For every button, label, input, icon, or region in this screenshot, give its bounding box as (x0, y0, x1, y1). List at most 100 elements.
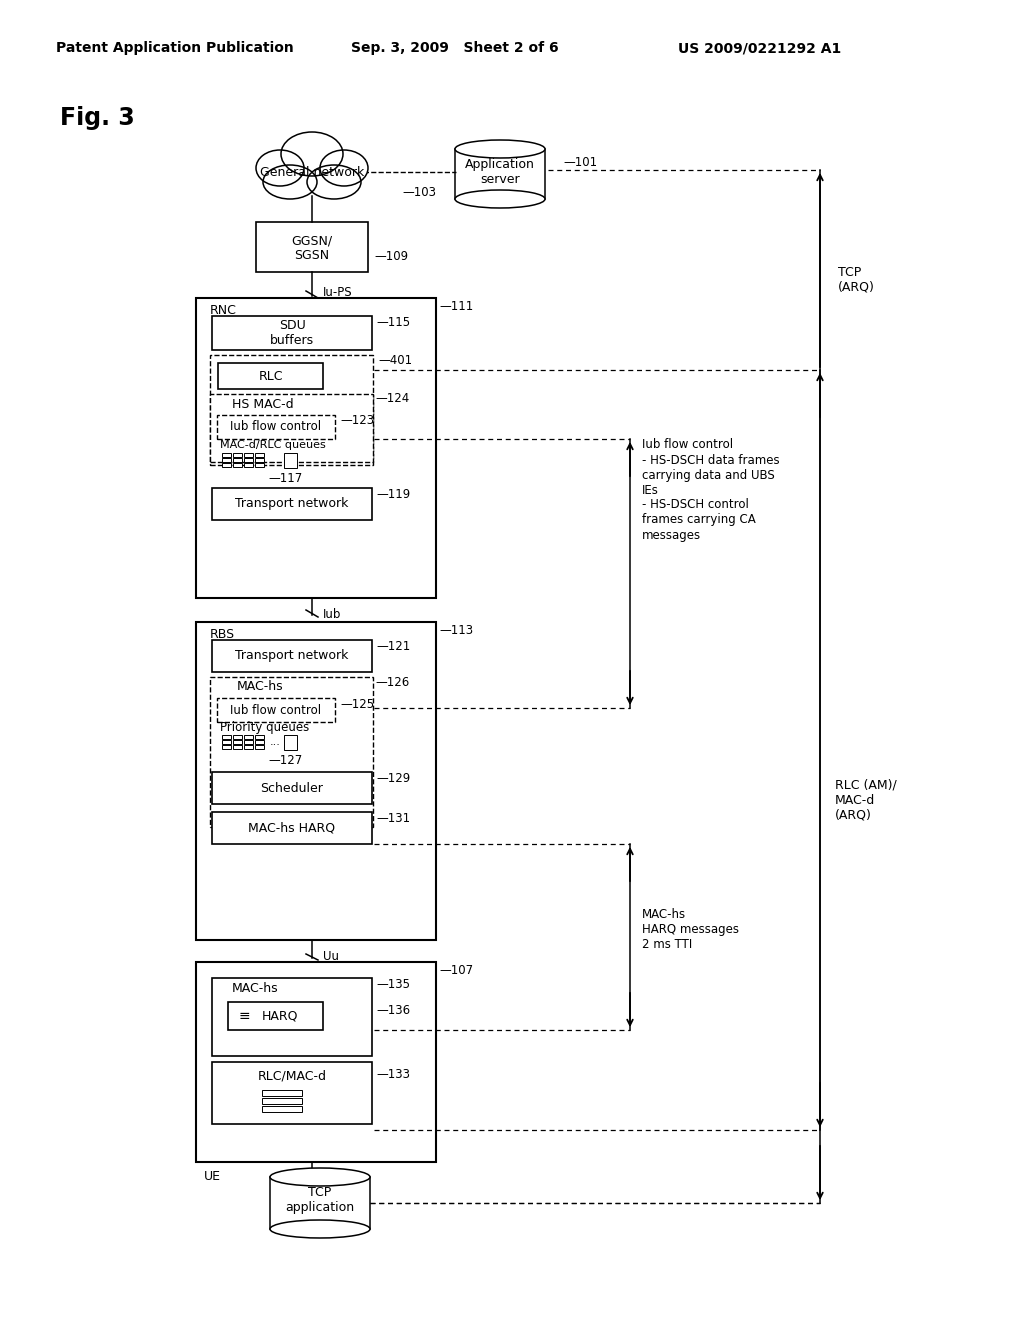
Text: —133: —133 (376, 1068, 410, 1081)
Text: —117: —117 (268, 471, 302, 484)
Text: UE: UE (204, 1170, 221, 1183)
Bar (284, 735, 297, 750)
Bar (210, 355, 373, 465)
Text: Sep. 3, 2009   Sheet 2 of 6: Sep. 3, 2009 Sheet 2 of 6 (351, 41, 559, 55)
Bar (233, 463, 242, 467)
Bar (255, 744, 264, 748)
Bar (196, 962, 436, 1162)
Bar (210, 393, 373, 462)
Text: ...: ... (270, 737, 281, 747)
Bar (212, 1063, 372, 1125)
Bar (256, 222, 368, 272)
Text: Iub flow control: Iub flow control (230, 421, 322, 433)
Bar (217, 414, 335, 440)
Bar (262, 1098, 302, 1104)
Bar (233, 735, 242, 739)
Text: Iub flow control: Iub flow control (230, 704, 322, 717)
Bar (212, 978, 372, 1056)
Text: MAC-hs
HARQ messages
2 ms TTI: MAC-hs HARQ messages 2 ms TTI (642, 908, 739, 952)
Bar (233, 741, 242, 744)
Text: Iub: Iub (323, 607, 341, 620)
Bar (222, 741, 231, 744)
Text: —123: —123 (340, 414, 374, 428)
Text: Priority queues: Priority queues (220, 722, 309, 734)
Text: HS MAC-d: HS MAC-d (232, 397, 294, 411)
Bar (233, 453, 242, 457)
Text: —401: —401 (378, 354, 412, 367)
Text: MAC-hs HARQ: MAC-hs HARQ (249, 821, 336, 834)
Bar (212, 315, 372, 350)
Bar (212, 812, 372, 843)
Text: Fig. 3: Fig. 3 (59, 106, 134, 129)
Text: RBS: RBS (210, 628, 236, 642)
Text: TCP
application: TCP application (286, 1185, 354, 1214)
Text: RLC (AM)/
MAC-d
(ARQ): RLC (AM)/ MAC-d (ARQ) (835, 779, 897, 821)
Text: —115: —115 (376, 315, 411, 329)
Text: —131: —131 (376, 812, 411, 825)
Text: —121: —121 (376, 639, 411, 652)
Text: HARQ: HARQ (262, 1010, 298, 1023)
Text: Uu: Uu (323, 950, 339, 964)
Text: US 2009/0221292 A1: US 2009/0221292 A1 (678, 41, 842, 55)
Bar (233, 458, 242, 462)
Text: Iu-PS: Iu-PS (323, 285, 352, 298)
Bar (244, 453, 253, 457)
Bar (244, 458, 253, 462)
Text: RLC: RLC (259, 370, 284, 383)
Bar (222, 458, 231, 462)
Bar (222, 463, 231, 467)
Bar (212, 488, 372, 520)
Text: Patent Application Publication: Patent Application Publication (56, 41, 294, 55)
Bar (284, 453, 297, 469)
Ellipse shape (263, 165, 317, 199)
Bar (255, 463, 264, 467)
Text: General network: General network (260, 165, 365, 178)
Text: —101: —101 (563, 156, 597, 169)
Text: —103: —103 (402, 186, 436, 199)
Text: —119: —119 (376, 487, 411, 500)
Text: —127: —127 (268, 754, 302, 767)
Bar (212, 772, 372, 804)
Text: —135: —135 (376, 978, 410, 990)
Bar (228, 1002, 323, 1030)
Bar (196, 298, 436, 598)
Bar (262, 1106, 302, 1111)
Bar (196, 622, 436, 940)
Bar (210, 677, 373, 828)
Text: ...: ... (270, 455, 281, 465)
Ellipse shape (281, 132, 343, 176)
Text: —109: —109 (374, 249, 409, 263)
Text: Iub flow control
- HS-DSCH data frames
carrying data and UBS
IEs
- HS-DSCH contr: Iub flow control - HS-DSCH data frames c… (642, 438, 779, 541)
Text: RNC: RNC (210, 305, 237, 318)
Bar (255, 741, 264, 744)
Ellipse shape (270, 1168, 370, 1185)
Ellipse shape (455, 190, 545, 209)
Ellipse shape (455, 140, 545, 158)
Text: —107: —107 (439, 964, 473, 977)
Ellipse shape (307, 165, 361, 199)
Text: SDU
buffers: SDU buffers (270, 319, 314, 347)
Text: —136: —136 (376, 1003, 411, 1016)
Text: —126: —126 (375, 676, 410, 689)
Text: MAC-d/RLC queues: MAC-d/RLC queues (220, 440, 326, 450)
Bar (233, 744, 242, 748)
Text: Transport network: Transport network (236, 498, 349, 511)
Bar (222, 744, 231, 748)
Text: ≡: ≡ (239, 1008, 250, 1023)
Text: —124: —124 (375, 392, 410, 405)
Bar (244, 741, 253, 744)
Text: Scheduler: Scheduler (260, 781, 324, 795)
Bar (255, 735, 264, 739)
Bar (262, 1090, 302, 1096)
Text: —125: —125 (340, 697, 374, 710)
Text: MAC-hs: MAC-hs (231, 982, 279, 994)
Bar (244, 744, 253, 748)
Bar (212, 640, 372, 672)
Text: —129: —129 (376, 771, 411, 784)
Bar (217, 698, 335, 722)
Text: Transport network: Transport network (236, 649, 349, 663)
Bar (244, 735, 253, 739)
Text: GGSN/
SGSN: GGSN/ SGSN (292, 234, 333, 261)
Bar (222, 453, 231, 457)
Text: Application
server: Application server (465, 158, 535, 186)
